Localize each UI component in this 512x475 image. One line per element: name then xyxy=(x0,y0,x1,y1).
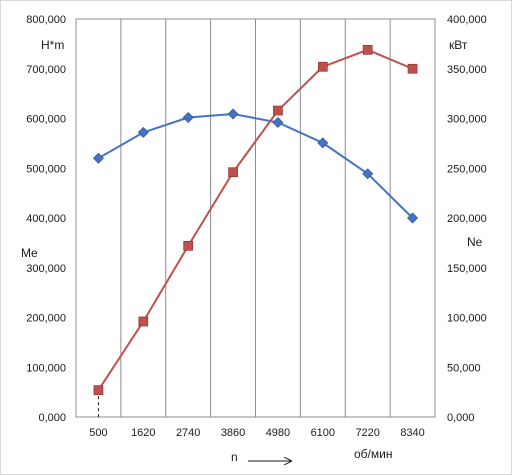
diamond-marker xyxy=(92,152,104,164)
square-marker xyxy=(183,241,194,251)
right-tick-label: 200,000 xyxy=(447,213,487,225)
x-tick-label: 3860 xyxy=(221,427,245,439)
left-axis-label: Me xyxy=(21,246,38,260)
diamond-marker xyxy=(272,116,284,128)
left-tick-label: 200,000 xyxy=(26,313,66,325)
right-tick-label: 400,000 xyxy=(447,14,487,26)
left-tick-label: 0,000 xyxy=(38,412,66,424)
diamond-marker xyxy=(407,212,419,224)
right-tick-label: 100,000 xyxy=(447,313,487,325)
square-marker xyxy=(228,167,238,178)
right-tick-label: 150,000 xyxy=(447,263,487,275)
square-marker xyxy=(138,316,149,327)
left-tick-label: 600,000 xyxy=(26,114,66,126)
right-tick-label: 300,000 xyxy=(447,114,487,126)
x-axis-label: n xyxy=(231,450,238,464)
x-tick-label: 7220 xyxy=(355,427,379,439)
left-tick-label: 400,000 xyxy=(26,213,66,225)
diamond-marker xyxy=(317,137,329,149)
left-tick-label: 500,000 xyxy=(26,163,66,175)
right-tick-label: 50,000 xyxy=(447,362,481,374)
square-marker xyxy=(273,105,283,116)
square-marker xyxy=(93,385,104,395)
x-tick-label: 500 xyxy=(89,427,107,439)
diamond-marker xyxy=(137,126,149,138)
square-marker xyxy=(317,61,328,72)
x-tick-label: 1620 xyxy=(131,427,155,439)
left-tick-label: 800,000 xyxy=(26,14,66,26)
left-tick-label: 700,000 xyxy=(26,64,66,76)
right-tick-label: 0,000 xyxy=(447,412,475,424)
right-axis-label: Ne xyxy=(467,235,483,249)
x-axis-unit: об/мин xyxy=(354,447,392,461)
left-series-line xyxy=(97,113,414,219)
right-tick-label: 350,000 xyxy=(447,64,487,76)
left-axis-unit: Н*m xyxy=(41,38,64,52)
diamond-marker xyxy=(227,108,239,120)
left-tick-label: 300,000 xyxy=(26,263,66,275)
square-marker xyxy=(407,63,418,74)
right-tick-label: 250,000 xyxy=(447,163,487,175)
right-axis-unit: кВт xyxy=(449,38,468,52)
diamond-marker xyxy=(362,168,374,180)
right-series-line xyxy=(97,48,413,391)
square-marker xyxy=(362,44,373,55)
diamond-marker xyxy=(182,112,194,123)
x-tick-label: 6100 xyxy=(311,427,335,439)
x-tick-label: 8340 xyxy=(400,427,424,439)
x-tick-label: 4980 xyxy=(266,427,290,439)
left-tick-label: 100,000 xyxy=(26,362,66,374)
x-tick-label: 2740 xyxy=(176,427,200,439)
